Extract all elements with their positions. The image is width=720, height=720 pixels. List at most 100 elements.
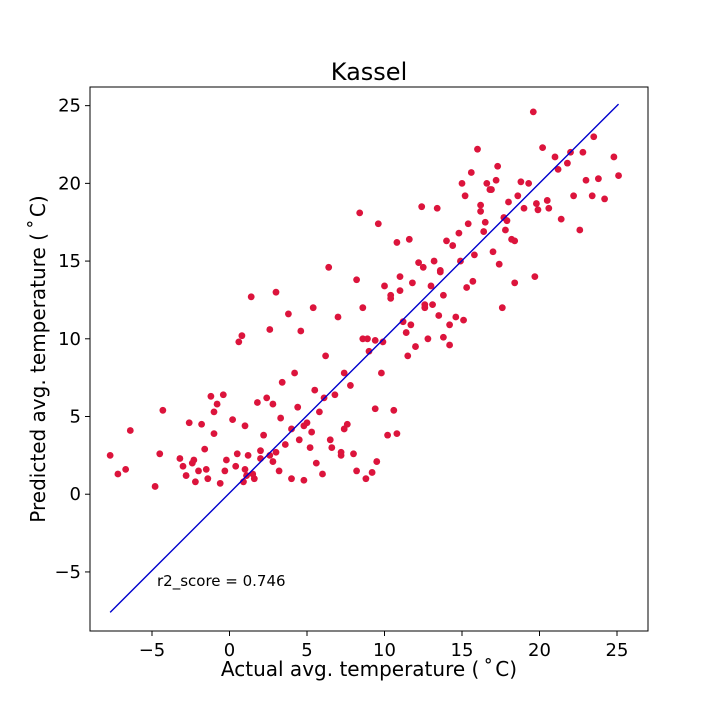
scatter-point bbox=[210, 408, 218, 416]
scatter-point bbox=[469, 277, 477, 285]
scatter-point bbox=[529, 108, 537, 116]
scatter-point bbox=[457, 257, 464, 265]
scatter-point bbox=[182, 472, 190, 479]
scatter-point bbox=[393, 239, 401, 246]
scatter-point bbox=[340, 369, 348, 377]
scatter-point bbox=[511, 279, 519, 287]
scatter-point bbox=[443, 237, 450, 245]
scatter-point bbox=[415, 259, 422, 267]
x-tick-label: 15 bbox=[451, 640, 474, 661]
y-tick-label: −5 bbox=[54, 562, 81, 583]
scatter-point bbox=[517, 178, 525, 186]
scatter-point bbox=[610, 153, 618, 161]
scatter-point bbox=[436, 268, 444, 276]
scatter-point bbox=[106, 451, 114, 459]
scatter-point bbox=[176, 455, 184, 462]
scatter-point bbox=[595, 175, 602, 183]
scatter-point bbox=[359, 335, 367, 343]
scatter-point bbox=[269, 458, 277, 465]
scatter-point bbox=[419, 263, 427, 271]
scatter-point bbox=[418, 203, 426, 211]
scatter-point bbox=[440, 333, 447, 341]
scatter-point bbox=[461, 192, 469, 200]
scatter-points bbox=[106, 108, 622, 490]
scatter-point bbox=[533, 200, 540, 207]
scatter-point bbox=[379, 338, 387, 346]
scatter-point bbox=[210, 430, 218, 438]
scatter-point bbox=[588, 192, 596, 200]
scatter-point bbox=[216, 479, 224, 487]
scatter-point bbox=[202, 465, 210, 473]
scatter-point bbox=[396, 273, 404, 281]
scatter-point bbox=[179, 462, 187, 470]
scatter-point bbox=[494, 162, 502, 170]
y-axis-ticks: −5 0 5 10 15 20 25 bbox=[54, 96, 90, 583]
y-axis-label: Predicted avg. temperature ( ˚ C) bbox=[26, 195, 50, 522]
scatter-point bbox=[365, 347, 373, 355]
x-axis-ticks: −5 0 5 10 15 20 25 bbox=[139, 631, 629, 661]
scatter-point bbox=[294, 403, 302, 411]
scatter-point bbox=[520, 204, 528, 212]
scatter-point bbox=[464, 220, 472, 228]
scatter-point bbox=[387, 291, 395, 299]
scatter-point bbox=[404, 352, 412, 360]
scatter-point bbox=[531, 273, 539, 281]
scatter-point bbox=[195, 467, 202, 475]
scatter-point bbox=[233, 450, 241, 458]
scatter-point bbox=[190, 456, 198, 464]
scatter-point bbox=[185, 419, 193, 427]
scatter-point bbox=[467, 169, 475, 176]
scatter-point bbox=[192, 478, 199, 486]
scatter-point bbox=[223, 456, 230, 464]
x-tick-label: 20 bbox=[528, 640, 551, 661]
y-tick-label: 0 bbox=[70, 484, 81, 505]
scatter-point bbox=[409, 279, 416, 287]
scatter-point bbox=[247, 293, 255, 301]
scatter-point bbox=[424, 335, 432, 343]
scatter-point bbox=[277, 414, 285, 422]
scatter-point bbox=[331, 391, 339, 399]
scatter-point bbox=[260, 431, 267, 439]
y-tick-label: 25 bbox=[58, 96, 81, 117]
r2-score-annotation: r2_score = 0.746 bbox=[157, 572, 286, 591]
scatter-point bbox=[554, 165, 562, 173]
scatter-point bbox=[272, 288, 280, 296]
scatter-point bbox=[455, 229, 463, 237]
scatter-point bbox=[257, 455, 264, 462]
scatter-point bbox=[311, 386, 319, 394]
scatter-point bbox=[557, 215, 565, 223]
scatter-point bbox=[322, 352, 329, 360]
scatter-point bbox=[238, 332, 246, 340]
scatter-point bbox=[373, 458, 381, 465]
scatter-point bbox=[539, 144, 546, 152]
scatter-point bbox=[421, 301, 429, 308]
scatter-point bbox=[334, 313, 342, 321]
scatter-point bbox=[308, 428, 316, 436]
scatter-point bbox=[474, 145, 481, 153]
scatter-point bbox=[257, 447, 264, 455]
scatter-point bbox=[156, 450, 164, 458]
scatter-point bbox=[435, 312, 443, 319]
scatter-point bbox=[402, 329, 410, 336]
scatter-point bbox=[254, 399, 261, 406]
scatter-point bbox=[244, 451, 252, 459]
scatter-point bbox=[368, 469, 376, 476]
scatter-point bbox=[306, 444, 314, 451]
x-tick-label: 25 bbox=[606, 640, 629, 661]
x-tick-label: 5 bbox=[301, 640, 312, 661]
scatter-point bbox=[241, 422, 249, 430]
scatter-point bbox=[300, 476, 308, 484]
scatter-point bbox=[297, 327, 305, 335]
scatter-point bbox=[221, 467, 229, 475]
scatter-point bbox=[114, 470, 122, 478]
y-tick-label: 5 bbox=[70, 407, 81, 428]
scatter-point bbox=[452, 313, 460, 321]
scatter-point bbox=[278, 378, 286, 386]
scatter-point bbox=[362, 475, 370, 483]
scatter-point bbox=[266, 326, 274, 333]
scatter-point bbox=[241, 465, 249, 473]
y-tick-label: 10 bbox=[58, 329, 81, 350]
scatter-point bbox=[399, 318, 407, 326]
